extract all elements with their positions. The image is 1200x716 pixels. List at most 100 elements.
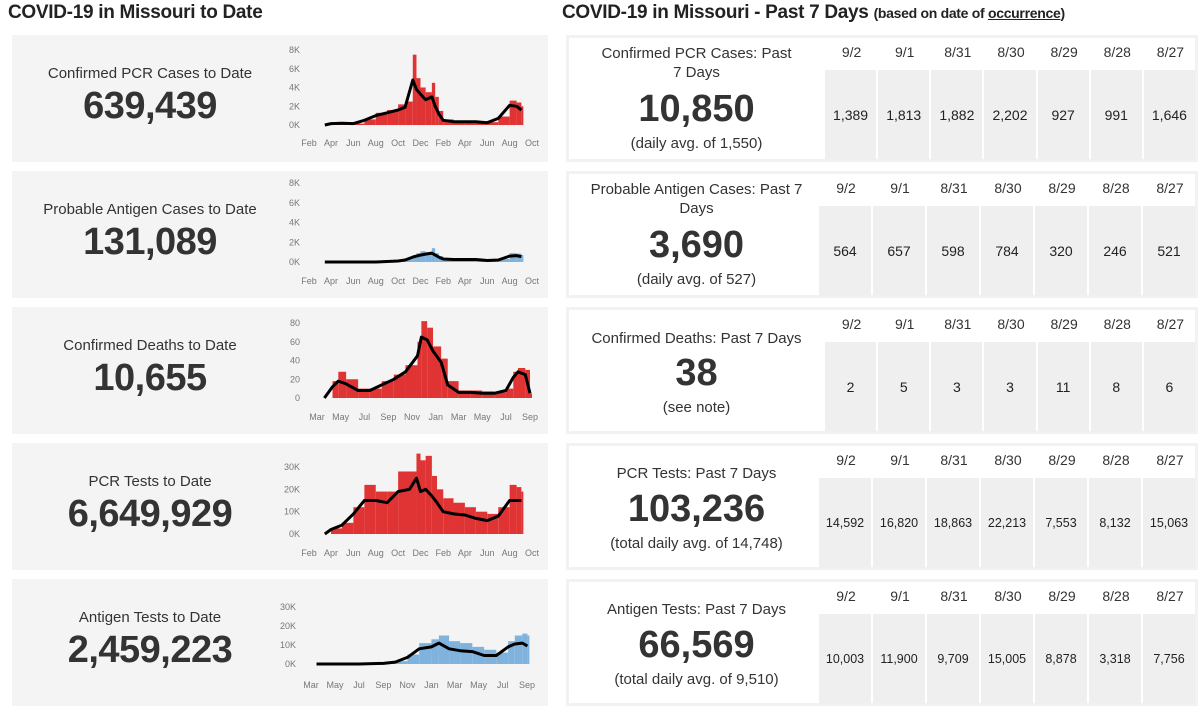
- daily-cell[interactable]: 9,709: [927, 614, 979, 704]
- occurrence-link[interactable]: occurrence: [987, 5, 1061, 21]
- date-header: 8/30: [997, 44, 1025, 60]
- daily-cell[interactable]: 7,756: [1143, 614, 1195, 704]
- date-header: 9/2: [841, 316, 862, 332]
- panel-value: 38: [675, 352, 718, 394]
- daily-cell[interactable]: 10,003: [819, 614, 871, 704]
- date-header: 9/2: [841, 44, 862, 60]
- daily-table: 9/2 9/1 8/31 8/30 8/29 8/28 8/27 10,003 11,900 9…: [819, 588, 1197, 704]
- panel-note: (daily avg. of 527): [636, 271, 757, 288]
- daily-cell[interactable]: 320: [1035, 206, 1087, 296]
- panel-note: (see note): [662, 399, 731, 416]
- daily-cell[interactable]: 2,202: [984, 70, 1036, 160]
- date-header: 8/29: [1048, 588, 1076, 604]
- daily-cell[interactable]: 1,882: [931, 70, 983, 160]
- date-header: 8/31: [944, 44, 972, 60]
- sub-suffix: ): [1060, 5, 1065, 21]
- date-header: 9/1: [890, 180, 910, 196]
- date-header: 8/29: [1050, 316, 1078, 332]
- daily-cell[interactable]: 15,005: [981, 614, 1033, 704]
- daily-cell[interactable]: 927: [1037, 70, 1089, 160]
- panel-label: Probable Antigen Cases to Date: [43, 201, 257, 218]
- panel-antigen-tests-to-date: Antigen Tests to Date 2,459,223: [12, 579, 548, 706]
- date-header: 9/2: [836, 452, 856, 468]
- daily-cell[interactable]: 2: [825, 342, 877, 432]
- date-header: 8/31: [940, 452, 968, 468]
- daily-cell[interactable]: 784: [981, 206, 1033, 296]
- panel-value: 131,089: [83, 221, 217, 263]
- date-header: 8/31: [940, 180, 968, 196]
- panel-value: 66,569: [638, 624, 755, 666]
- date-header: 8/28: [1102, 588, 1130, 604]
- panel-value: 3,690: [648, 224, 745, 266]
- panel-value: 103,236: [627, 488, 766, 530]
- daily-cell[interactable]: 5: [878, 342, 930, 432]
- date-header: 8/27: [1156, 452, 1184, 468]
- daily-cell[interactable]: 521: [1143, 206, 1195, 296]
- daily-cell[interactable]: 15,063: [1143, 478, 1195, 568]
- daily-cell[interactable]: 991: [1090, 70, 1142, 160]
- daily-table: 9/2 9/1 8/31 8/30 8/29 8/28 8/27 1,389 1,813 1,8…: [825, 44, 1197, 160]
- daily-cell[interactable]: 3: [984, 342, 1036, 432]
- daily-cell[interactable]: 11,900: [873, 614, 925, 704]
- date-header: 8/31: [944, 316, 972, 332]
- daily-cell[interactable]: 3,318: [1089, 614, 1141, 704]
- date-header: 8/28: [1102, 180, 1130, 196]
- daily-cell[interactable]: 8,132: [1089, 478, 1141, 568]
- panel-note: (total daily avg. of 9,510): [614, 671, 779, 688]
- panel-label: Probable Antigen Cases: Past 7 Days: [590, 181, 803, 217]
- panel-value: 2,459,223: [67, 629, 233, 671]
- panel-value: 10,850: [638, 88, 755, 130]
- panel-pcr-tests-to-date: PCR Tests to Date 6,649,929: [12, 443, 548, 570]
- right-title-main: COVID-19 in Missouri - Past 7 Days: [562, 2, 869, 23]
- daily-cell[interactable]: 657: [873, 206, 925, 296]
- date-header: 8/27: [1156, 180, 1184, 196]
- date-header: 8/29: [1048, 452, 1076, 468]
- daily-cell[interactable]: 3: [931, 342, 983, 432]
- panel-label: PCR Tests: Past 7 Days: [616, 465, 777, 482]
- daily-cell[interactable]: 1,389: [825, 70, 877, 160]
- date-header: 8/27: [1156, 44, 1185, 60]
- daily-cell[interactable]: 14,592: [819, 478, 871, 568]
- daily-cell[interactable]: 16,820: [873, 478, 925, 568]
- date-header: 8/30: [997, 316, 1025, 332]
- daily-cell[interactable]: 246: [1089, 206, 1141, 296]
- date-header: 9/1: [890, 588, 910, 604]
- daily-cell[interactable]: 11: [1037, 342, 1089, 432]
- date-header: 8/30: [994, 180, 1022, 196]
- panel-label: Confirmed PCR Cases to Date: [47, 65, 253, 82]
- daily-cell[interactable]: 7,553: [1035, 478, 1087, 568]
- date-header: 8/29: [1048, 180, 1076, 196]
- date-header: 9/2: [836, 588, 856, 604]
- daily-cell[interactable]: 6: [1143, 342, 1195, 432]
- date-header: 8/28: [1103, 316, 1131, 332]
- daily-cell[interactable]: 22,213: [981, 478, 1033, 568]
- daily-cell[interactable]: 8,878: [1035, 614, 1087, 704]
- daily-table: 9/2 9/1 8/31 8/30 8/29 8/28 8/27 564 657 598 784 3…: [819, 180, 1197, 296]
- date-header: 8/27: [1156, 588, 1184, 604]
- panel-label: Antigen Tests: Past 7 Days: [607, 601, 786, 618]
- panel-label: Confirmed PCR Cases: Past 7 Days: [601, 45, 792, 81]
- daily-cell[interactable]: 1,646: [1143, 70, 1195, 160]
- date-header: 8/29: [1050, 44, 1078, 60]
- daily-cell[interactable]: 1,813: [878, 70, 930, 160]
- panel-pcr-tests-past7: PCR Tests: Past 7 Days 103,236 (total da…: [566, 443, 1198, 570]
- right-section-title: COVID-19 in Missouri - Past 7 Days (base…: [562, 2, 1065, 24]
- panel-label: Confirmed Deaths: Past 7 Days: [591, 330, 802, 347]
- daily-table: 9/2 9/1 8/31 8/30 8/29 8/28 8/27 14,592 16,820 1…: [819, 452, 1197, 568]
- daily-cell[interactable]: 8: [1090, 342, 1142, 432]
- panel-value: 10,655: [93, 357, 207, 399]
- daily-cell[interactable]: 18,863: [927, 478, 979, 568]
- date-header: 9/1: [894, 316, 915, 332]
- date-header: 8/30: [994, 452, 1022, 468]
- daily-cell[interactable]: 598: [927, 206, 979, 296]
- date-header: 8/31: [940, 588, 968, 604]
- panel-antigen-cases-past7: Probable Antigen Cases: Past 7 Days 3,69…: [566, 171, 1198, 298]
- daily-cell[interactable]: 564: [819, 206, 871, 296]
- panel-label: PCR Tests to Date: [88, 473, 212, 490]
- panel-deaths-past7: Confirmed Deaths: Past 7 Days 38 (see no…: [566, 307, 1198, 434]
- panel-antigen-cases-to-date: Probable Antigen Cases to Date 131,089: [12, 171, 548, 298]
- panel-note: (daily avg. of 1,550): [630, 135, 763, 152]
- date-header: 8/30: [994, 588, 1022, 604]
- date-header: 8/28: [1102, 452, 1130, 468]
- date-header: 9/1: [890, 452, 910, 468]
